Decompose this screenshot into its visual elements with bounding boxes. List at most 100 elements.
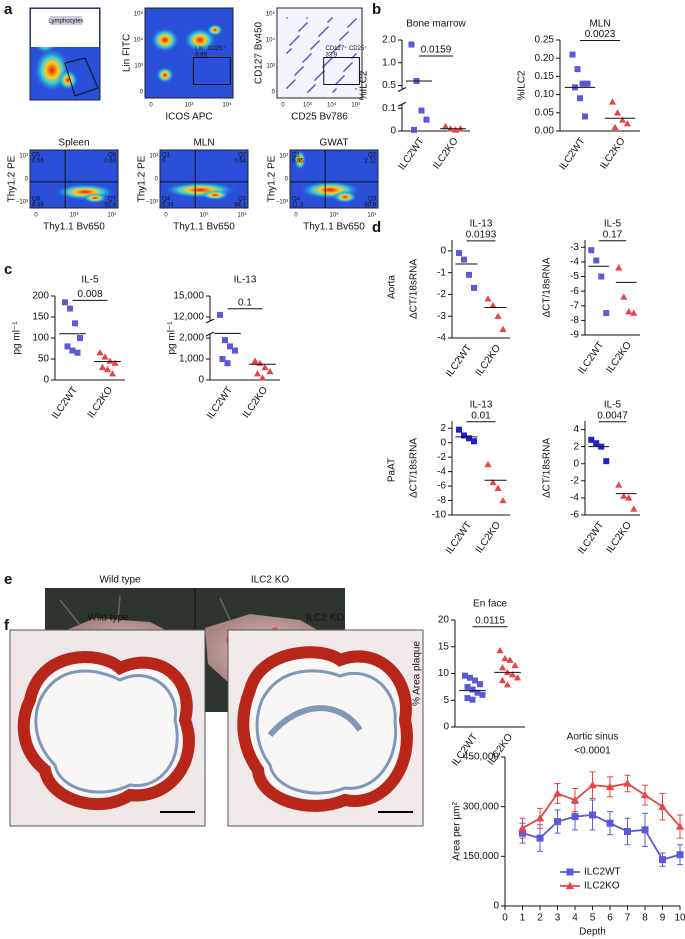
y-axis-label: ΔCT/18sRNA [409,438,420,498]
data-point [456,426,462,433]
y-tick-label: 0.1 [382,103,396,114]
event-dot [336,82,338,84]
flow-y-tick-label: 10⁵ [134,11,144,18]
data-point [466,271,472,278]
data-point [471,284,477,291]
data-point [571,813,579,821]
event-dot [291,42,293,44]
axis-break [397,87,407,92]
y-axis-label: ΔCT/18sRNA [542,438,553,498]
event-dot [287,51,289,53]
panel-label: b [372,1,381,18]
y-tick-label: 2 [440,423,446,434]
x-tick-label: 5 [590,913,596,924]
image-label: Wild type [87,613,129,624]
y-tick-label: -3 [570,242,579,253]
event-dot [332,51,334,53]
event-dot [310,88,312,90]
x-tick-label: ILC2WT [444,343,474,379]
panel-label: a [4,1,13,18]
event-dot [324,64,326,66]
event-dot [351,62,353,64]
event-dot [288,50,290,52]
chart-title: IL-13 [470,219,493,230]
event-dot [321,32,323,34]
y-tick-label: -6 [570,510,579,521]
series-line [522,782,681,829]
gate-label: Lin⁻ ICOS⁺ [195,45,226,52]
quadrant-value: 92.4 [104,203,116,209]
p-value: 0.008 [77,289,102,300]
flow-plot-bg [144,7,234,99]
data-point [511,661,519,669]
data-point [676,851,684,859]
quadrant-value: 0.54 [234,159,246,165]
quadrant-name: Q3 [238,197,247,203]
quadrant-value: 5.34 [162,203,174,209]
data-point [593,257,600,264]
data-point [625,494,633,501]
flow-x-tick-label: 10⁴ [107,212,117,219]
event-dot [298,35,300,37]
event-dot [339,44,341,46]
data-point [603,310,610,317]
flow-y-label: Lin FITC [122,34,133,72]
quadrant-name: Q4 [292,197,301,203]
data-point [620,293,628,300]
data-point [106,357,114,364]
event-dot [349,24,351,26]
data-point [64,343,71,350]
data-point [498,664,507,671]
x-tick-label: 4 [572,913,578,924]
p-value: 0.0159 [421,45,452,56]
gate-value: 33.9 [325,52,337,58]
y-tick-label: -8 [570,315,579,326]
data-point [623,779,632,787]
event-dot [315,78,317,80]
data-point [615,264,623,271]
flow-y-label: Thy1.2 PE [267,155,278,202]
event-dot [333,50,335,52]
event-dot [354,19,356,21]
data-point [589,811,596,819]
y-tick-label: 200 [32,291,49,302]
y-tick-label: 0 [440,437,446,448]
data-point [484,295,492,302]
x-tick-label: ILC2WT [205,385,235,421]
flow-x-tick-label: 0 [281,103,285,109]
x-tick-label: 9 [660,913,666,924]
event-dot [304,24,306,26]
event-dot [337,81,339,83]
x-tick-label: ILC2KO [474,343,504,379]
data-point [484,460,492,468]
event-dot [309,89,311,91]
data-point [675,822,685,830]
y-tick-label: 0.5 [382,80,396,91]
event-dot [347,26,349,28]
flow-y-tick-label: 10³ [279,154,288,160]
data-point [630,505,638,512]
data-point [489,301,497,309]
flow-x-tick-label: 0 [294,213,298,219]
flow-y-tick-label: 0 [140,90,144,96]
quadrant-name: Q8 [32,197,41,203]
data-point [441,122,450,130]
event-dot [325,28,327,30]
y-tick-label: 0.25 [535,35,555,46]
event-dot [327,26,329,28]
event-dot [339,79,341,81]
data-point [111,359,119,366]
chart-title: IL-5 [604,219,622,230]
quadrant-value: 6.39 [32,203,44,209]
p-value: 0.0047 [597,410,628,421]
event-dot [286,52,288,54]
data-point [535,814,545,822]
flow-y-label: Thy1.2 PE [7,155,18,202]
data-point [605,782,615,790]
y-axis-label: Area per µm² [452,802,463,861]
gate [192,57,231,85]
data-point [489,478,497,486]
data-point [62,299,68,306]
event-dot [301,67,303,69]
